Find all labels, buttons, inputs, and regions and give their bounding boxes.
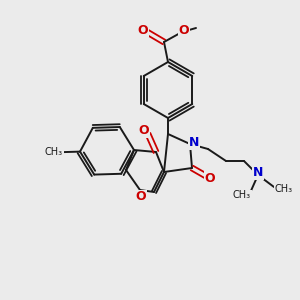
Text: O: O [138,23,148,37]
Text: O: O [179,23,189,37]
Text: O: O [136,190,146,203]
Text: CH₃: CH₃ [275,184,293,194]
Text: O: O [205,172,215,184]
Text: N: N [189,136,199,149]
Text: N: N [253,167,263,179]
Text: O: O [139,124,149,137]
Text: CH₃: CH₃ [233,190,251,200]
Text: CH₃: CH₃ [45,147,63,157]
